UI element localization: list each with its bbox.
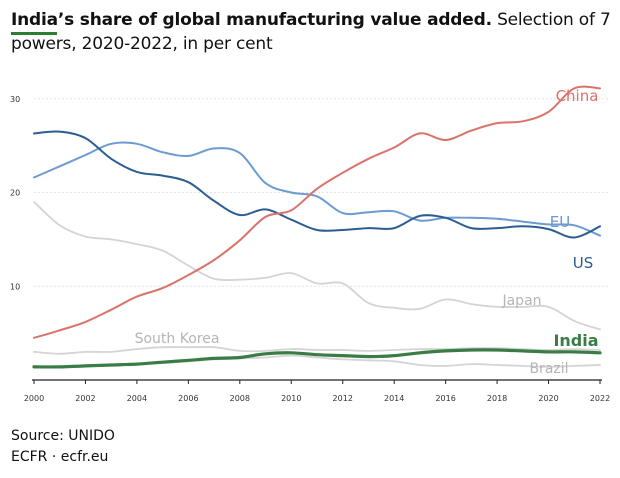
y-tick-label: 10: [10, 282, 20, 291]
axes: 10 20 30 2000 2002 2004 2006 2008 2010 2012 2014 20…: [10, 95, 610, 403]
y-tick-label: 30: [10, 95, 20, 104]
x-tick-label: 2022: [590, 394, 610, 403]
series-line-india: [32, 348, 602, 369]
x-tick-label: 2016: [435, 394, 455, 403]
series-line-us: [33, 130, 601, 239]
chart-title-block: India’s share of global manufacturing va…: [11, 8, 611, 56]
x-tick-label: 2006: [178, 394, 198, 403]
series-line-eu: [33, 141, 601, 237]
credit-note: ECFR · ecfr.eu: [11, 449, 109, 465]
title-accent-bar: [11, 32, 57, 35]
x-tick-label: 2010: [281, 394, 301, 403]
series-label-eu: EU: [550, 213, 570, 231]
series-label-india: India: [553, 331, 598, 350]
x-tick-label: 2002: [75, 394, 95, 403]
series-line-south-korea: [33, 346, 601, 355]
series-label-us: US: [573, 254, 594, 272]
y-tick-label: 20: [10, 189, 20, 198]
grid-lines: [34, 98, 608, 287]
series-label-brazil: Brazil: [529, 361, 568, 377]
x-tick-label: 2014: [384, 394, 404, 403]
chart-title-bold: India’s share of global manufacturing va…: [11, 10, 492, 30]
source-note: Source: UNIDO: [11, 428, 115, 444]
series-line-japan: [33, 201, 601, 331]
series-label-south-korea: South Korea: [135, 331, 220, 347]
series-labels: China EU US Japan South Korea India Brazil: [135, 87, 599, 377]
series-label-japan: Japan: [501, 293, 541, 309]
line-chart: 10 20 30 2000 2002 2004 2006 2008 2010 2012 2014 20…: [10, 85, 610, 403]
x-tick-label: 2018: [487, 394, 507, 403]
chart-title: India’s share of global manufacturing va…: [11, 8, 611, 56]
x-tick-label: 2004: [127, 394, 147, 403]
series-label-china: China: [556, 87, 599, 105]
x-tick-label: 2020: [538, 394, 558, 403]
x-tick-label: 2000: [24, 394, 44, 403]
series-line-china: [33, 85, 601, 339]
series-lines: [32, 85, 602, 369]
x-tick-label: 2008: [230, 394, 250, 403]
x-tick-label: 2012: [333, 394, 353, 403]
chart-subtitle: Selection of 7 powers, 2020-2022, in per…: [11, 10, 611, 54]
